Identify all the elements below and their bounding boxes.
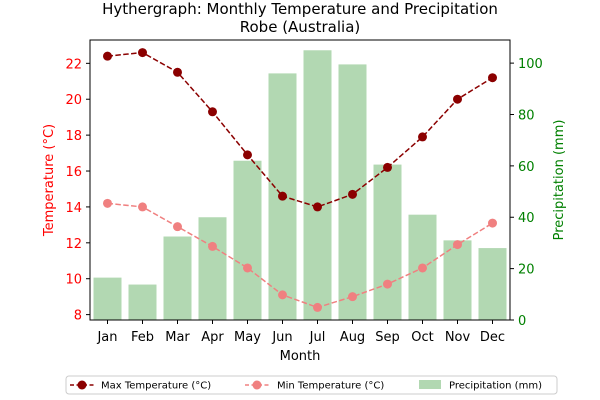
precipitation-bars bbox=[93, 50, 507, 320]
plot-frame bbox=[89, 39, 511, 321]
x-tick-label-apr: Apr bbox=[201, 330, 224, 345]
bar-sep bbox=[373, 164, 402, 320]
y-right-tick-label-60: 60 bbox=[518, 160, 535, 175]
y-left-tick-label-14: 14 bbox=[65, 201, 82, 216]
y-right-tick-label-20: 20 bbox=[518, 263, 535, 278]
y-left-tick-label-18: 18 bbox=[65, 129, 82, 144]
y-right-tick-label-100: 100 bbox=[518, 57, 543, 72]
legend-label-max-temp: Max Temperature (°C) bbox=[101, 381, 211, 392]
y-right-tick-label-0: 0 bbox=[518, 314, 526, 329]
y-axis-right: 0 20 40 60 80 100 bbox=[510, 57, 543, 329]
point-min-temperature-c-nov bbox=[453, 240, 462, 250]
legend-label-min-temp: Min Temperature (°C) bbox=[277, 381, 384, 392]
legend-label-precipitation: Precipitation (mm) bbox=[449, 381, 542, 392]
x-tick-label-oct: Oct bbox=[411, 330, 433, 345]
chart-title: Hythergraph: Monthly Temperature and Pre… bbox=[102, 0, 498, 18]
bar-feb bbox=[128, 284, 157, 320]
x-tick-label-dec: Dec bbox=[480, 330, 505, 345]
legend-marker-min-temp bbox=[252, 380, 262, 390]
point-min-temperature-c-oct bbox=[418, 263, 427, 273]
x-tick-label-aug: Aug bbox=[340, 330, 365, 345]
bar-dec bbox=[478, 248, 507, 320]
bar-jan bbox=[93, 277, 122, 320]
point-min-temperature-c-dec bbox=[488, 218, 497, 228]
line-max-temperature-c bbox=[107, 51, 493, 208]
point-max-temperature-c-oct bbox=[418, 132, 427, 142]
legend-marker-max-temp bbox=[77, 380, 87, 390]
x-tick-label-jul: Jul bbox=[309, 330, 326, 345]
point-max-temperature-c-jul bbox=[313, 202, 322, 212]
y-left-tick-label-16: 16 bbox=[65, 165, 82, 180]
y-left-tick-label-22: 22 bbox=[65, 57, 82, 72]
point-min-temperature-c-jan bbox=[103, 198, 112, 208]
point-min-temperature-c-may bbox=[243, 263, 252, 273]
temperature-lines bbox=[103, 48, 497, 312]
point-max-temperature-c-feb bbox=[138, 48, 147, 58]
y-left-tick-label-20: 20 bbox=[65, 93, 82, 108]
point-min-temperature-c-jun bbox=[278, 290, 287, 300]
point-max-temperature-c-aug bbox=[348, 189, 357, 199]
line-min-temperature-c bbox=[107, 202, 493, 309]
point-max-temperature-c-mar bbox=[173, 67, 182, 77]
point-max-temperature-c-jan bbox=[103, 51, 112, 61]
x-axis-label: Month bbox=[280, 349, 321, 364]
chart-subtitle: Robe (Australia) bbox=[240, 18, 361, 36]
bar-nov bbox=[443, 240, 472, 320]
x-tick-label-may: May bbox=[234, 330, 261, 345]
point-max-temperature-c-nov bbox=[453, 94, 462, 104]
point-min-temperature-c-jul bbox=[313, 302, 322, 312]
x-tick-label-mar: Mar bbox=[165, 330, 190, 345]
point-min-temperature-c-sep bbox=[383, 279, 392, 289]
point-min-temperature-c-apr bbox=[208, 241, 217, 251]
point-min-temperature-c-mar bbox=[173, 222, 182, 232]
point-min-temperature-c-aug bbox=[348, 292, 357, 302]
x-axis: Jan Feb Mar Apr May Jun Jul Aug Sep Oct Nov Dec bbox=[96, 320, 505, 345]
x-tick-label-sep: Sep bbox=[375, 330, 400, 345]
y-axis-left-label: Temperature (°C) bbox=[42, 124, 57, 237]
x-tick-label-feb: Feb bbox=[131, 330, 154, 345]
bar-may bbox=[233, 160, 262, 320]
point-max-temperature-c-sep bbox=[383, 162, 392, 172]
legend-item-precipitation: Precipitation (mm) bbox=[419, 380, 542, 392]
x-tick-label-nov: Nov bbox=[445, 330, 471, 345]
y-axis-left: 8 10 12 14 16 18 20 22 bbox=[65, 57, 90, 324]
legend-item-min-temp: Min Temperature (°C) bbox=[245, 380, 384, 392]
x-tick-label-jan: Jan bbox=[96, 330, 117, 345]
point-max-temperature-c-jun bbox=[278, 191, 287, 201]
point-min-temperature-c-feb bbox=[138, 202, 147, 212]
point-max-temperature-c-apr bbox=[208, 107, 217, 117]
legend: Max Temperature (°C) Min Temperature (°C… bbox=[65, 375, 558, 395]
bar-apr bbox=[198, 217, 227, 320]
y-axis-right-label: Precipitation (mm) bbox=[552, 120, 567, 241]
x-tick-label-jun: Jun bbox=[271, 330, 292, 345]
y-right-tick-label-40: 40 bbox=[518, 211, 535, 226]
point-max-temperature-c-may bbox=[243, 150, 252, 160]
bar-mar bbox=[163, 236, 192, 320]
y-left-tick-label-12: 12 bbox=[65, 237, 82, 252]
bar-jul bbox=[303, 50, 332, 320]
y-left-tick-label-8: 8 bbox=[74, 309, 82, 324]
legend-item-max-temp: Max Temperature (°C) bbox=[70, 380, 211, 392]
legend-swatch-precipitation bbox=[419, 380, 441, 389]
point-max-temperature-c-dec bbox=[488, 73, 497, 83]
y-left-tick-label-10: 10 bbox=[65, 273, 82, 288]
y-right-tick-label-80: 80 bbox=[518, 108, 535, 123]
